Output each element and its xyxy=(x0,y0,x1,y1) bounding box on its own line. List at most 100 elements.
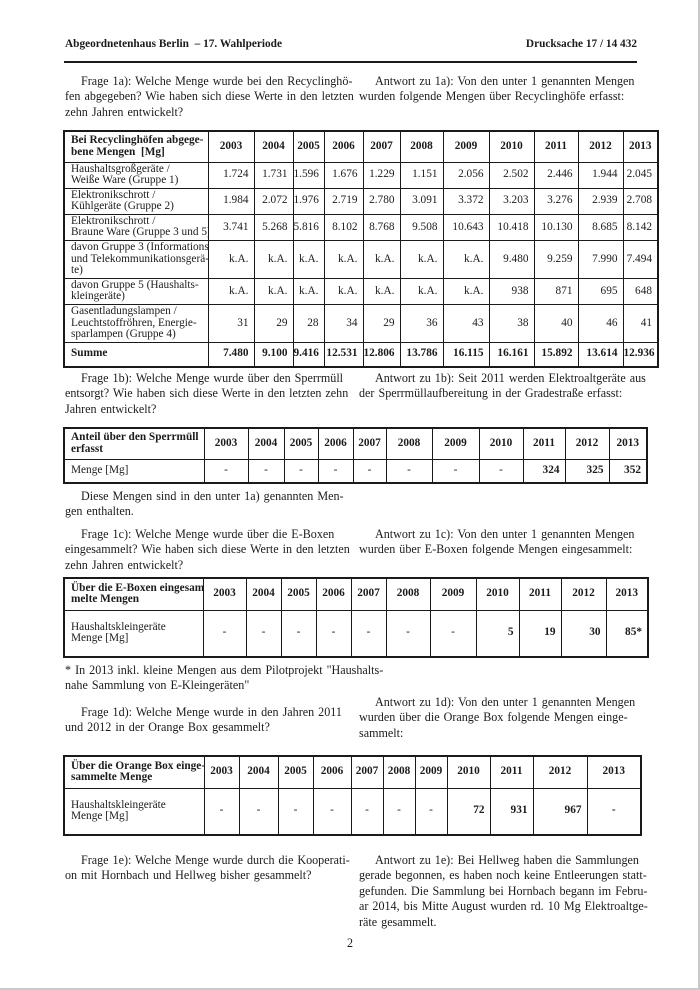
year-header-cell: 2010 xyxy=(475,577,520,611)
value-cell: 30 xyxy=(560,609,607,658)
value-cell: 19 xyxy=(518,609,562,658)
year-header-cell: 2008 xyxy=(382,755,416,789)
data-table: Über die E-Boxen eingesam- melte Mengen 2… xyxy=(63,577,649,658)
year-header-cell: 2010 xyxy=(478,427,524,460)
year-header-cell: 2010 xyxy=(488,130,535,163)
value-cell: k.A. xyxy=(399,240,444,279)
table-title-cell: Anteil über den Sperrmüll erfasst xyxy=(63,427,205,460)
value-cell: 2.780 xyxy=(362,187,401,215)
value-cell: 9.508 xyxy=(399,213,444,242)
value-cell: 5.268 xyxy=(253,213,294,242)
value-cell: 43 xyxy=(442,304,490,344)
value-cell: 8.142 xyxy=(622,213,659,242)
frage-1a-paragraph: Frage 1a): Welche Menge wurde bei den Re… xyxy=(65,74,354,119)
value-cell: 2.446 xyxy=(533,161,579,189)
year-header-cell: 2007 xyxy=(350,577,387,611)
value-cell: 2.719 xyxy=(323,187,364,215)
year-header-cell: 2011 xyxy=(533,130,579,163)
value-cell: k.A. xyxy=(323,240,364,279)
year-header-cell: 2009 xyxy=(414,755,448,789)
frage-1b-paragraph: Frage 1b): Welche Menge wurde über den S… xyxy=(65,371,349,416)
frage-1d-paragraph: Frage 1d): Welche Menge wurde in den Jah… xyxy=(65,705,342,735)
value-cell: - xyxy=(238,787,279,836)
value-cell: 1.229 xyxy=(362,161,401,189)
year-header-cell: 2006 xyxy=(317,427,354,460)
value-cell: 1.151 xyxy=(399,161,444,189)
year-header-cell: 2004 xyxy=(247,427,285,460)
value-cell: k.A. xyxy=(253,277,294,306)
value-cell: 10.130 xyxy=(533,213,579,242)
year-header-cell: 2003 xyxy=(203,427,249,460)
value-cell: 5.816 xyxy=(292,213,325,242)
note-1a-paragraph: Diese Mengen sind in den unter 1a) genan… xyxy=(65,489,344,519)
value-cell: 1.676 xyxy=(323,161,364,189)
year-header-cell: 2012 xyxy=(532,755,588,789)
eboxen-footnote: * In 2013 inkl. kleine Mengen aus dem Pi… xyxy=(65,663,384,693)
frage-1e-paragraph: Frage 1e): Welche Menge wurde durch die … xyxy=(65,853,350,883)
value-cell: 34 xyxy=(323,304,364,344)
value-cell: k.A. xyxy=(399,277,444,306)
value-cell: 16.115 xyxy=(442,342,490,368)
value-cell: - xyxy=(312,787,352,836)
value-cell: 36 xyxy=(399,304,444,344)
antwort-1d-paragraph: Antwort zu 1d): Von den unter 1 genannte… xyxy=(359,695,636,740)
value-cell: 695 xyxy=(577,277,624,306)
value-cell: k.A. xyxy=(207,240,255,279)
value-cell: 12.936 xyxy=(622,342,659,368)
year-header-cell: 2013 xyxy=(622,130,659,163)
row-label-cell: davon Gruppe 3 (Informations- und Teleko… xyxy=(63,240,209,279)
data-table: Bei Recyclinghöfen abgege- bene Mengen [… xyxy=(63,130,659,368)
row-label-cell: Haushaltskleingeräte Menge [Mg] xyxy=(63,787,205,836)
value-cell: 3.372 xyxy=(442,187,490,215)
year-header-cell: 2012 xyxy=(560,577,607,611)
year-header-cell: 2009 xyxy=(429,577,477,611)
value-cell: - xyxy=(245,609,282,658)
value-cell: 2.045 xyxy=(622,161,659,189)
row-label-cell: Haushaltsgroßgeräte / Weiße Ware (Gruppe… xyxy=(63,161,209,189)
antwort-1e-paragraph: Antwort zu 1e): Bei Hellweg haben die Sa… xyxy=(359,853,648,929)
value-cell: 1.976 xyxy=(292,187,325,215)
row-label-cell: Menge [Mg] xyxy=(63,458,205,484)
value-cell: - xyxy=(586,787,642,836)
year-header-cell: 2006 xyxy=(312,755,352,789)
row-label-cell: Elektronikschrott / Kühlgeräte (Gruppe 2… xyxy=(63,187,209,215)
value-cell: 2.502 xyxy=(488,161,535,189)
value-cell: k.A. xyxy=(253,240,294,279)
table-orangebox: Über die Orange Box einge- sammelte Meng… xyxy=(63,755,642,836)
value-cell: 1.731 xyxy=(253,161,294,189)
year-header-cell: 2012 xyxy=(564,427,610,460)
value-cell: 3.091 xyxy=(399,187,444,215)
year-header-cell: 2008 xyxy=(399,130,444,163)
table-title-cell: Bei Recyclinghöfen abgege- bene Mengen [… xyxy=(63,130,209,163)
year-header-cell: 2011 xyxy=(522,427,566,460)
table-title-cell: Über die E-Boxen eingesam- melte Mengen xyxy=(63,577,204,611)
value-cell: 2.072 xyxy=(253,187,294,215)
header-left-text: Abgeordnetenhaus Berlin – 17. Wahlperiod… xyxy=(65,38,282,50)
year-header-cell: 2005 xyxy=(283,427,319,460)
value-cell: 938 xyxy=(488,277,535,306)
value-cell: 46 xyxy=(577,304,624,344)
value-cell: 7.990 xyxy=(577,240,624,279)
value-cell: - xyxy=(414,787,448,836)
value-cell: 72 xyxy=(446,787,491,836)
value-cell: 31 xyxy=(207,304,255,344)
value-cell: 12.531 xyxy=(323,342,364,368)
value-cell: - xyxy=(429,609,477,658)
year-header-cell: 2013 xyxy=(586,755,642,789)
value-cell: - xyxy=(280,609,317,658)
value-cell: 2.708 xyxy=(622,187,659,215)
value-cell: 38 xyxy=(488,304,535,344)
value-cell: 2.939 xyxy=(577,187,624,215)
value-cell: 2.056 xyxy=(442,161,490,189)
year-header-cell: 2007 xyxy=(350,755,384,789)
value-cell: - xyxy=(203,458,249,484)
value-cell: k.A. xyxy=(323,277,364,306)
year-header-cell: 2008 xyxy=(385,427,433,460)
antwort-1b-paragraph: Antwort zu 1b): Seit 2011 werden Elektro… xyxy=(359,371,646,401)
antwort-1c-paragraph: Antwort zu 1c): Von den unter 1 genannte… xyxy=(359,527,635,557)
value-cell: k.A. xyxy=(292,277,325,306)
value-cell: 9.480 xyxy=(488,240,535,279)
value-cell: 967 xyxy=(532,787,588,836)
value-cell: k.A. xyxy=(442,240,490,279)
